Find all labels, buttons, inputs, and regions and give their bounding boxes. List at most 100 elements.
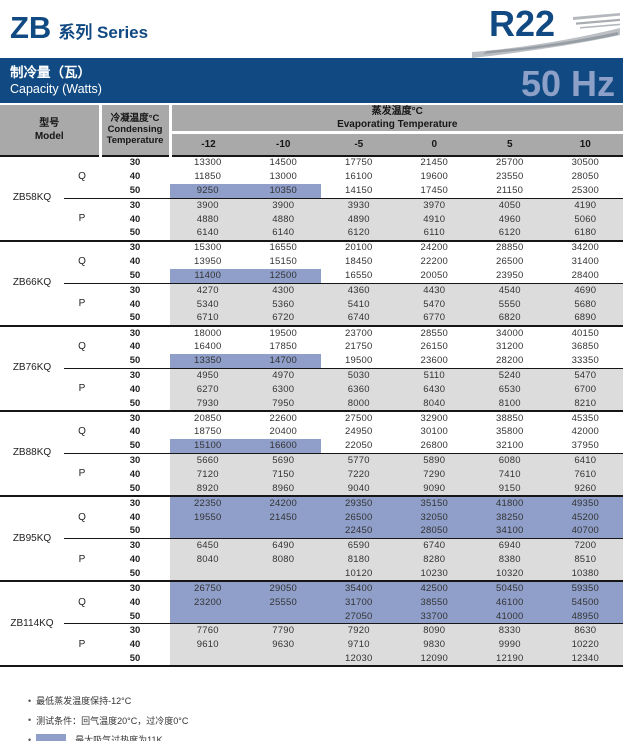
capacity-value: 7200 bbox=[547, 538, 623, 553]
capacity-value: 35400 bbox=[321, 580, 397, 596]
p-section-label: P bbox=[64, 452, 101, 496]
capacity-value: 10380 bbox=[547, 566, 623, 582]
capacity-value: 5470 bbox=[547, 367, 623, 383]
frequency-label: 50 Hz bbox=[520, 63, 615, 105]
capacity-row: P 30 4270 4300 4360 4430 4540 4690 bbox=[0, 282, 623, 326]
condensing-temp: 50 bbox=[129, 482, 141, 494]
logo-swoosh-dark-icon bbox=[483, 32, 618, 54]
capacity-value: 10350 bbox=[245, 183, 322, 199]
capacity-value: 7120 bbox=[170, 467, 246, 482]
capacity-value: 6820 bbox=[472, 311, 548, 326]
q-section-label: Q bbox=[64, 409, 101, 454]
capacity-value: 10230 bbox=[396, 566, 473, 582]
capacity-value bbox=[170, 652, 246, 667]
model-name: ZB58KQ bbox=[0, 154, 64, 241]
capacity-value: 15300 bbox=[170, 239, 246, 255]
footnote-text: 最大吸气过热度为11K bbox=[75, 735, 163, 741]
condensing-temp: 50 bbox=[129, 610, 141, 622]
capacity-value: 25300 bbox=[571, 184, 599, 196]
capacity-value: 14700 bbox=[245, 354, 322, 369]
capacity-value: 9040 bbox=[321, 481, 397, 496]
capacity-value: 26500 bbox=[496, 256, 524, 268]
capacity-value: 5680 bbox=[547, 297, 623, 312]
header-evaporating-en: Evaporating Temperature bbox=[337, 119, 458, 130]
capacity-value: 48950 bbox=[547, 609, 623, 624]
condensing-temp: 40 bbox=[129, 639, 141, 651]
logo-streak-2-icon bbox=[576, 18, 620, 25]
condensing-temp: 40 bbox=[129, 341, 141, 353]
evap-temp-header: -5 bbox=[321, 132, 397, 156]
capacity-value: 26500 bbox=[321, 510, 397, 525]
capacity-value bbox=[170, 566, 246, 582]
capacity-row: 50 6710 6720 6740 6770 6820 6890 bbox=[0, 311, 623, 326]
capacity-value: 6120 bbox=[472, 226, 548, 241]
capacity-row: ZB76KQ Q 30 18000 19500 23700 28550 34000 40150 bbox=[0, 324, 623, 411]
capacity-value: 11400 bbox=[170, 269, 246, 284]
capacity-value: 5890 bbox=[396, 452, 473, 468]
capacity-value: 38550 bbox=[396, 595, 473, 610]
capacity-value: 5470 bbox=[396, 297, 473, 312]
capacity-value: 16550 bbox=[345, 270, 373, 282]
capacity-value: 8090 bbox=[396, 623, 473, 638]
capacity-value: 13000 bbox=[269, 171, 297, 183]
capacity-value: 8040 bbox=[396, 396, 473, 411]
capacity-value: 27050 bbox=[321, 609, 397, 624]
capacity-value: 25700 bbox=[472, 154, 548, 170]
capacity-row: 40 16400 17850 21750 26150 31200 36850 bbox=[0, 340, 623, 354]
capacity-value: 19500 bbox=[245, 324, 322, 340]
capacity-value: 6450 bbox=[170, 538, 246, 553]
capacity-value: 12030 bbox=[321, 652, 397, 667]
capacity-value: 17450 bbox=[420, 184, 448, 196]
capacity-value: 13950 bbox=[194, 256, 222, 268]
capacity-value: 19600 bbox=[420, 171, 448, 183]
capacity-row: 40 13950 15150 18450 22200 26500 31400 bbox=[0, 255, 623, 269]
capacity-value: 41000 bbox=[472, 609, 548, 624]
series-title-sub: 系列 Series bbox=[58, 23, 149, 42]
capacity-value: 21150 bbox=[496, 184, 524, 196]
capacity-value bbox=[245, 524, 322, 539]
capacity-value: 14500 bbox=[245, 154, 322, 170]
capacity-value: 6270 bbox=[170, 382, 246, 397]
capacity-value: 21750 bbox=[345, 341, 373, 353]
header-condensing-en2: Temperature bbox=[106, 135, 164, 147]
capacity-value: 6300 bbox=[245, 382, 322, 397]
capacity-row: 50 8920 8960 9040 9090 9150 9260 bbox=[0, 481, 623, 496]
p-section-label: P bbox=[64, 282, 101, 326]
condensing-temp: 50 bbox=[129, 355, 141, 367]
capacity-value: 8100 bbox=[472, 396, 548, 411]
header-model-cn: 型号 bbox=[39, 117, 60, 129]
capacity-value: 15100 bbox=[170, 439, 246, 454]
condensing-temp: 40 bbox=[129, 554, 141, 566]
capacity-row: 50 9250 10350 14150 17450 21150 25300 bbox=[0, 183, 623, 199]
capacity-value: 33350 bbox=[571, 355, 599, 367]
capacity-value bbox=[245, 652, 322, 667]
capacity-value: 6720 bbox=[245, 311, 322, 326]
capacity-row: 40 19550 21450 26500 32050 38250 45200 bbox=[0, 510, 623, 525]
capacity-row: P 30 4950 4970 5030 5110 5240 5470 bbox=[0, 367, 623, 411]
capacity-value: 4880 bbox=[170, 212, 246, 227]
header-evaporating-cn: 蒸发温度°C bbox=[371, 106, 423, 117]
capacity-row: 40 8040 8080 8180 8280 8380 8510 bbox=[0, 552, 623, 567]
capacity-row: 40 9610 9630 9710 9830 9990 10220 bbox=[0, 637, 623, 653]
capacity-value: 4540 bbox=[472, 282, 548, 298]
capacity-value: 22050 bbox=[345, 440, 373, 452]
capacity-value: 5410 bbox=[321, 297, 397, 312]
capacity-value: 3970 bbox=[396, 197, 473, 213]
header-model: 型号 Model bbox=[0, 105, 102, 156]
capacity-value: 35150 bbox=[396, 494, 473, 511]
bullet-icon: • bbox=[28, 715, 32, 725]
capacity-value: 23950 bbox=[496, 270, 524, 282]
capacity-row: P 30 6450 6490 6590 6740 6940 7200 bbox=[0, 538, 623, 582]
capacity-value: 8080 bbox=[245, 552, 322, 567]
capacity-value: 4970 bbox=[245, 367, 322, 383]
capacity-value: 22200 bbox=[420, 256, 448, 268]
capacity-value: 14150 bbox=[345, 184, 373, 196]
capacity-value: 18000 bbox=[170, 324, 246, 340]
condensing-temp: 50 bbox=[129, 440, 141, 452]
capacity-value: 16400 bbox=[194, 341, 222, 353]
capacity-value: 24200 bbox=[396, 239, 473, 255]
condensing-temp: 40 bbox=[129, 298, 141, 310]
capacity-value: 38250 bbox=[472, 510, 548, 525]
capacity-value: 28050 bbox=[571, 171, 599, 183]
capacity-value: 18450 bbox=[345, 256, 373, 268]
